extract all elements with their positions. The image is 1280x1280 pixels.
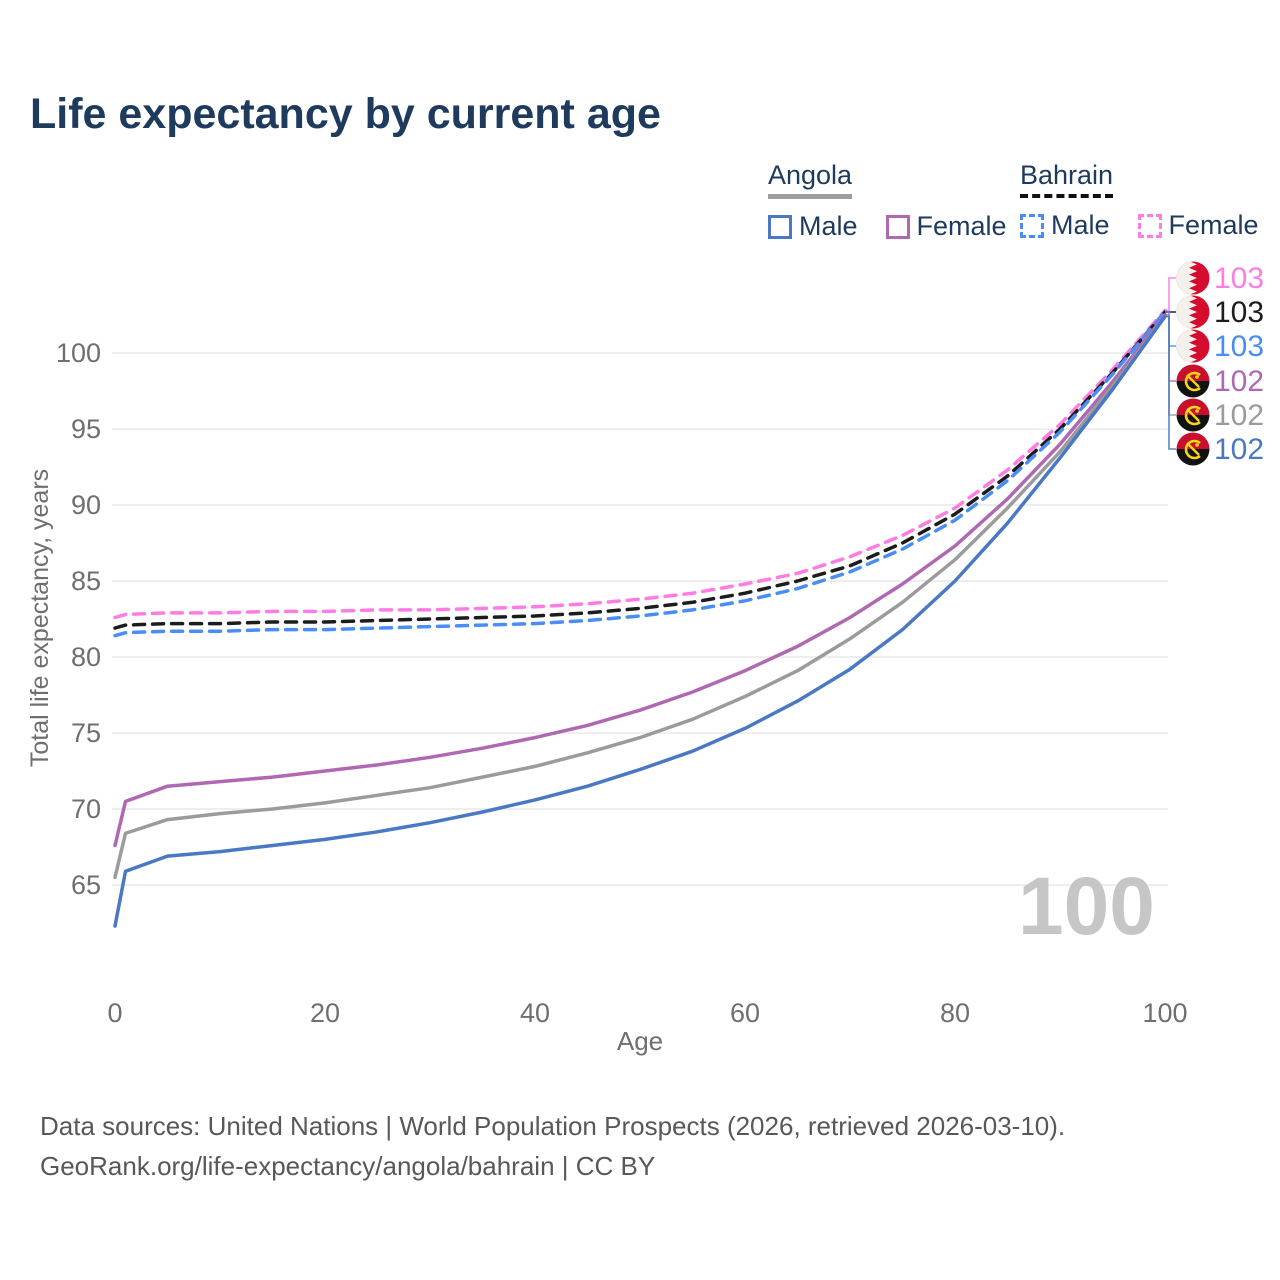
x-tick-label: 60 — [730, 998, 760, 1028]
angola-flag-gear — [1184, 371, 1201, 392]
legend-group-angola: Angola Male Female — [768, 160, 1007, 242]
angola-flag-gear — [1184, 439, 1201, 460]
legend-item-bahrain-male[interactable]: Male — [1020, 210, 1110, 241]
license-line: GeoRank.org/life-expectancy/angola/bahra… — [40, 1151, 656, 1182]
bahrain-flag-serration — [1176, 295, 1197, 329]
y-tick-label: 85 — [71, 566, 101, 596]
angola-flag-machete — [1186, 374, 1200, 388]
series-line-angola_male — [113, 314, 1167, 928]
series-line-angola_total — [113, 314, 1167, 880]
angola-flag-star — [1195, 443, 1199, 447]
y-tick-label: 65 — [71, 870, 101, 900]
legend-angola-row: Male Female — [768, 211, 1007, 242]
legend-angola-male-label: Male — [799, 211, 858, 241]
bahrain-male-swatch-icon — [1020, 213, 1044, 238]
legend-bahrain-row: Male Female — [1020, 210, 1259, 241]
end-label-leader-line — [1165, 277, 1176, 312]
legend-item-angola-male[interactable]: Male — [768, 211, 858, 242]
y-tick-label: 95 — [71, 414, 101, 444]
x-axis-title: Age — [617, 1026, 663, 1056]
angola-flag-machete — [1186, 408, 1200, 422]
legend-angola-female-label: Female — [916, 211, 1007, 241]
end-label-leader-line — [1165, 315, 1176, 450]
bahrain-female-swatch-icon — [1137, 213, 1162, 238]
angola-flag-machete — [1186, 442, 1200, 456]
angola-flag-gear — [1184, 405, 1201, 426]
end-label-value: 103 — [1214, 262, 1264, 295]
x-tick-label: 40 — [520, 998, 550, 1028]
x-tick-label: 0 — [107, 998, 122, 1028]
series-line-bahrain_male — [113, 310, 1167, 638]
y-tick-label: 80 — [71, 642, 101, 672]
end-label-value: 103 — [1214, 330, 1264, 363]
angola-male-swatch-icon — [768, 214, 792, 239]
x-tick-label: 80 — [940, 998, 970, 1028]
bahrain-flag-serration — [1176, 261, 1197, 295]
end-label-value: 102 — [1214, 365, 1264, 398]
end-label-value: 102 — [1214, 433, 1264, 466]
series-line-angola_female — [113, 313, 1167, 848]
series-line-bahrain_female — [113, 308, 1167, 620]
x-tick-label: 20 — [310, 998, 340, 1028]
legend-bahrain-female-label: Female — [1168, 210, 1259, 240]
legend-bahrain-male-label: Male — [1051, 210, 1110, 240]
end-label-leader-line — [1165, 315, 1176, 416]
age-watermark: 100 — [1018, 861, 1155, 952]
angola-flag-star — [1195, 409, 1199, 413]
legend-group-bahrain: Bahrain Male Female — [1020, 160, 1259, 241]
angola-flag-star — [1195, 375, 1199, 379]
end-label-leader-line — [1165, 314, 1176, 382]
y-tick-label: 100 — [56, 338, 101, 368]
source-attribution: Data sources: United Nations | World Pop… — [40, 1106, 1065, 1187]
y-tick-label: 90 — [71, 490, 101, 520]
data-sources-line: Data sources: United Nations | World Pop… — [40, 1111, 1066, 1141]
legend-item-bahrain-female[interactable]: Female — [1137, 210, 1259, 241]
y-tick-label: 70 — [71, 794, 101, 824]
legend-item-angola-female[interactable]: Female — [885, 211, 1007, 242]
x-tick-label: 100 — [1142, 998, 1187, 1028]
page-title: Life expectancy by current age — [30, 90, 661, 138]
series-line-bahrain_total — [113, 310, 1167, 630]
angola-female-swatch-icon — [885, 214, 910, 239]
y-tick-label: 75 — [71, 718, 101, 748]
end-label-value: 103 — [1214, 296, 1264, 329]
bahrain-flag-serration — [1176, 329, 1197, 363]
y-axis-title: Total life expectancy, years — [26, 469, 54, 767]
end-label-value: 102 — [1214, 399, 1264, 432]
legend-bahrain-title[interactable]: Bahrain — [1020, 160, 1114, 198]
legend-angola-title[interactable]: Angola — [768, 160, 853, 199]
